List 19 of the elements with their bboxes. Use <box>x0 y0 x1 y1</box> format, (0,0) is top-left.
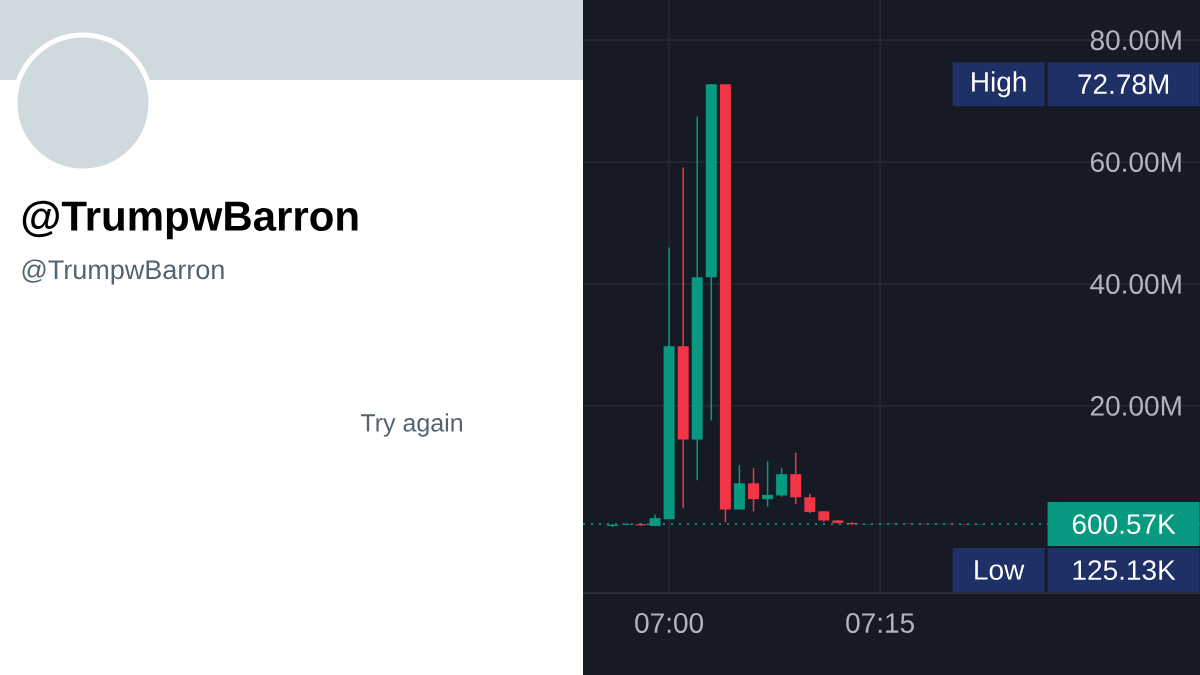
candlestick <box>762 460 774 508</box>
annotation: 125.13K <box>1073 560 1176 581</box>
candlestick <box>776 467 788 498</box>
annotation: Low <box>975 560 1025 580</box>
candlestick <box>790 452 802 505</box>
annotation: High <box>972 71 1026 98</box>
y-tick-label: 20.00M <box>1090 395 1181 416</box>
candlestick <box>804 492 816 514</box>
x-tick-label: 07:00 <box>635 613 704 633</box>
x-tick-label: 07:15 <box>846 613 914 633</box>
annotation: 72.78M <box>1078 74 1169 95</box>
ref-line-label: 600.57K <box>1072 514 1176 535</box>
y-tick-label: 60.00M <box>1090 152 1181 173</box>
y-tick-label: 80.00M <box>1090 30 1181 51</box>
text: @TrumpwBarron <box>22 259 224 285</box>
text: @TrumpwBarron <box>22 200 358 240</box>
text: Try again <box>360 413 462 437</box>
candlestick <box>748 467 760 513</box>
y-tick-label: 40.00M <box>1090 274 1181 294</box>
